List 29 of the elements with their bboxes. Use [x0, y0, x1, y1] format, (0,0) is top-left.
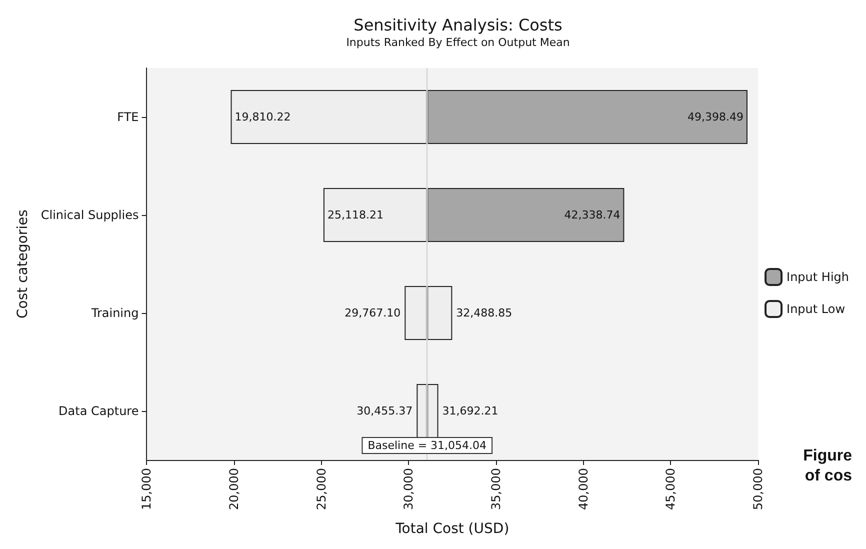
- x-tick-label: 15,000: [140, 468, 154, 510]
- text: Figure: [803, 448, 852, 464]
- x-tick-label: 35,000: [489, 468, 504, 510]
- annotation: 31,692.21: [442, 404, 498, 418]
- annotation: 49,398.49: [688, 110, 744, 124]
- x-tick-label: 25,000: [314, 468, 328, 510]
- legend-label: Input Low: [786, 302, 846, 316]
- y-tick-label: Clinical Supplies: [40, 208, 139, 222]
- y-tick-label: Data Capture: [58, 404, 139, 418]
- x-tick-label: 50,000: [751, 468, 765, 510]
- legend-label: Input High: [786, 270, 849, 284]
- y-axis-title: Cost categories: [15, 210, 31, 318]
- text: of cos: [804, 468, 852, 484]
- y-tick-label: FTE: [117, 110, 139, 124]
- annotation: 32,488.85: [456, 306, 512, 320]
- chart-title: Sensitivity Analysis: Costs: [354, 16, 562, 34]
- x-tick-label: 40,000: [576, 468, 590, 510]
- annotation: 25,118.21: [327, 208, 384, 222]
- annotation: 42,338.74: [564, 208, 620, 222]
- annotation: 30,455.37: [356, 404, 413, 418]
- annotation: 19,810.22: [234, 110, 291, 124]
- y-tick-label: Training: [90, 306, 139, 320]
- ref-line-label: Baseline = 31,054.04: [368, 439, 487, 452]
- x-tick-label: 45,000: [664, 468, 678, 510]
- x-axis-title: Total Cost (USD): [394, 521, 510, 537]
- x-tick-label: 30,000: [402, 468, 416, 510]
- chart-subtitle: Inputs Ranked By Effect on Output Mean: [346, 36, 570, 49]
- annotation: 29,767.10: [344, 306, 401, 320]
- x-tick-label: 20,000: [227, 468, 242, 510]
